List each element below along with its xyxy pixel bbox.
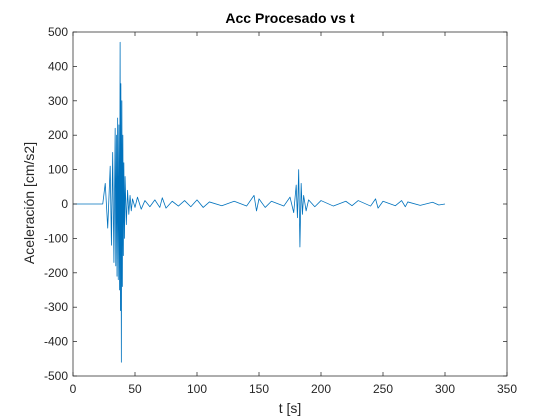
- y-tick-label: 300: [48, 94, 68, 108]
- plot-area: [73, 41, 446, 363]
- x-tick-label: 50: [128, 382, 142, 396]
- axes: 0 50 100 150 200 250 300 350 500 400 300 200 100 0 -10…: [44, 25, 517, 396]
- series-line-0: [73, 41, 446, 363]
- y-tick-label: -400: [44, 335, 68, 349]
- y-tick-label: 400: [48, 59, 68, 73]
- x-tick-label: 150: [249, 382, 269, 396]
- x-tick-label: 300: [435, 382, 455, 396]
- y-tick-label: 200: [48, 128, 68, 142]
- y-tick-label: -200: [44, 266, 68, 280]
- y-axis-title: Aceleración [cm/s2]: [21, 142, 37, 264]
- y-tick-label: 100: [48, 163, 68, 177]
- x-tick-label: 350: [497, 382, 517, 396]
- y-tick-label: -100: [44, 231, 68, 245]
- x-axis-title: t [s]: [279, 400, 302, 416]
- chart-title: Acc Procesado vs t: [225, 10, 355, 26]
- x-tick-label: 0: [70, 382, 77, 396]
- y-tick-label: 0: [61, 197, 68, 211]
- y-tick-label: -500: [44, 369, 68, 383]
- y-tick-label: -300: [44, 300, 68, 314]
- x-tick-label: 100: [187, 382, 207, 396]
- y-tick-label: 500: [48, 25, 68, 39]
- x-tick-label: 200: [311, 382, 331, 396]
- x-tick-label: 250: [373, 382, 393, 396]
